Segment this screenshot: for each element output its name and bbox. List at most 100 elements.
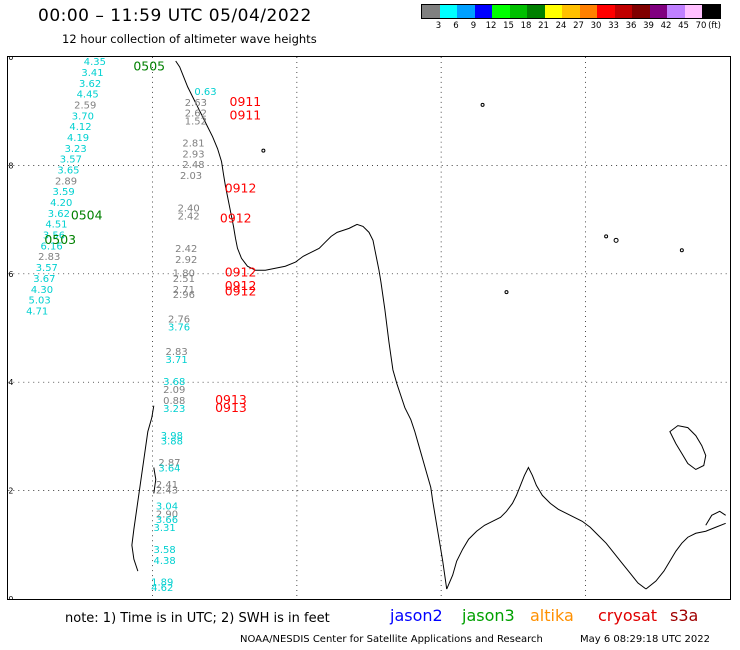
- wave-height-value: 2.90: [156, 510, 178, 521]
- wave-height-value: 2.89: [55, 176, 77, 187]
- legend-entry-jason3: jason3: [462, 606, 515, 625]
- wave-height-value: 1.80: [173, 269, 195, 280]
- coastline: [131, 60, 726, 590]
- pass-time-label: 0504: [71, 208, 103, 223]
- color-scale-label: 3: [435, 21, 442, 31]
- legend-entry-altika: altika: [530, 606, 574, 625]
- wave-height-value: 0.63: [194, 87, 216, 98]
- color-swatch: [509, 5, 527, 18]
- color-swatch: [632, 5, 650, 18]
- color-swatch: [422, 5, 440, 18]
- wave-height-value: 2.92: [175, 255, 197, 266]
- wave-height-value: 1.52: [185, 117, 207, 128]
- pass-time-label: 0503: [44, 232, 76, 247]
- wave-height-value: 3.71: [166, 355, 188, 366]
- lat-tick-label: 18: [7, 161, 13, 170]
- pass-time-label: 0911: [230, 107, 262, 122]
- wave-height-value: 2.41: [156, 480, 178, 491]
- wave-height-value: 2.09: [163, 385, 185, 396]
- color-swatch: [702, 5, 720, 18]
- wave-height-value: 4.45: [77, 90, 99, 101]
- wave-height-value: 2.71: [173, 285, 195, 296]
- color-swatch: [474, 5, 492, 18]
- color-scale-label: 36: [625, 21, 637, 31]
- wave-height-value: 2.59: [74, 100, 96, 111]
- latitude-ticks: 20 18 16 14 12 10: [7, 56, 13, 600]
- color-swatch: [649, 5, 667, 18]
- wave-height-value: 4.20: [50, 198, 72, 209]
- wave-height-value: 4.51: [45, 220, 67, 231]
- graticule: [8, 57, 730, 599]
- wave-height-value: 4.30: [31, 285, 53, 296]
- color-swatch: [684, 5, 702, 18]
- color-scale-label: 9: [470, 21, 477, 31]
- pass-time-label: 0913: [215, 400, 247, 415]
- pass-time-label: 0912: [220, 210, 252, 225]
- color-scale-label: 21: [538, 21, 549, 31]
- color-scale-label: 18: [520, 21, 532, 31]
- color-scale-label: 45: [678, 21, 689, 31]
- color-scale-label: 24: [555, 21, 567, 31]
- lat-tick-label: 20: [7, 56, 13, 62]
- credit-line: NOAA/NESDIS Center for Satellite Applica…: [240, 634, 543, 645]
- lat-tick-label: 14: [7, 378, 13, 387]
- generated-timestamp: May 6 08:29:18 UTC 2022: [580, 634, 710, 645]
- color-scale-label: 70: [695, 21, 707, 31]
- wave-height-value: 3.68: [163, 377, 185, 388]
- lat-tick-label: 16: [7, 270, 13, 279]
- wave-height-value: 3.23: [65, 144, 87, 155]
- legend-entry-s3a: s3a: [670, 606, 699, 625]
- wave-height-value: 2.42: [175, 244, 197, 255]
- wave-height-value: 4.35: [84, 57, 106, 68]
- color-scale-label: 39: [643, 21, 654, 31]
- wave-height-value: 4.12: [69, 122, 91, 133]
- wave-height-value: 2.83: [166, 347, 188, 358]
- andaman-islands: [131, 405, 155, 572]
- wave-height-value: 2.93: [182, 149, 204, 160]
- color-scale-labels: 3 6 9 12 15 18 21 24 27 30 33 36 39 42 45 70 (ft): [421, 21, 740, 33]
- color-swatch: [492, 5, 510, 18]
- wave-height-value: 2.03: [180, 171, 202, 182]
- color-swatch: [597, 5, 615, 18]
- wave-height-value: 2.81: [182, 138, 204, 149]
- wave-height-value: 2.43: [156, 485, 178, 496]
- color-swatch: [544, 5, 562, 18]
- color-swatch: [614, 5, 632, 18]
- color-swatch: [667, 5, 685, 18]
- wave-height-value: 2.48: [182, 160, 204, 171]
- wave-height-value: 2.42: [178, 212, 200, 223]
- color-scale-label: 27: [573, 21, 584, 31]
- color-scale-label: 12: [485, 21, 497, 31]
- footnote: note: 1) Time is in UTC; 2) SWH is in fe…: [65, 611, 330, 626]
- wave-height-value: 2.63: [185, 98, 207, 109]
- pass-time-label: 0912: [225, 283, 257, 298]
- wave-height-value: 3.57: [60, 155, 82, 166]
- island-right: [669, 425, 707, 471]
- pass-time-label: 0505: [133, 59, 165, 74]
- wave-height-value: 3.57: [36, 263, 58, 274]
- wave-height-value: 3.04: [156, 502, 178, 513]
- pass-time-label: 0912: [225, 278, 257, 293]
- wave-height-value: 3.56: [43, 231, 65, 242]
- legend-entry-jason2: jason2: [390, 606, 443, 625]
- wave-height-value: 3.58: [154, 545, 176, 556]
- pass-time-label: 0912: [225, 265, 257, 280]
- wave-height-value: 2.51: [173, 274, 195, 285]
- color-swatch: [439, 5, 457, 18]
- color-swatch: [579, 5, 597, 18]
- wave-height-value: 2.62: [185, 109, 207, 120]
- wave-height-value: 3.98: [161, 431, 183, 442]
- color-scale-label: 33: [608, 21, 619, 31]
- wave-height-value: 3.66: [156, 515, 178, 526]
- lat-tick-label: 10: [7, 595, 13, 600]
- color-scale-label: 15: [503, 21, 514, 31]
- pass-time-label: 0912: [225, 181, 257, 196]
- coastline-myanmar-south: [352, 223, 448, 590]
- wave-height-value: 3.88: [161, 437, 183, 448]
- wave-height-value: 4.62: [151, 583, 173, 594]
- wave-height-map: 201816141210 90939699102105 4.353.413.62…: [7, 56, 731, 600]
- page-title: 00:00 – 11:59 UTC 05/04/2022: [38, 6, 312, 26]
- color-scale-label: 42: [660, 21, 672, 31]
- wave-height-value: 0.88: [163, 396, 185, 407]
- wave-height-value: 2.83: [38, 252, 60, 263]
